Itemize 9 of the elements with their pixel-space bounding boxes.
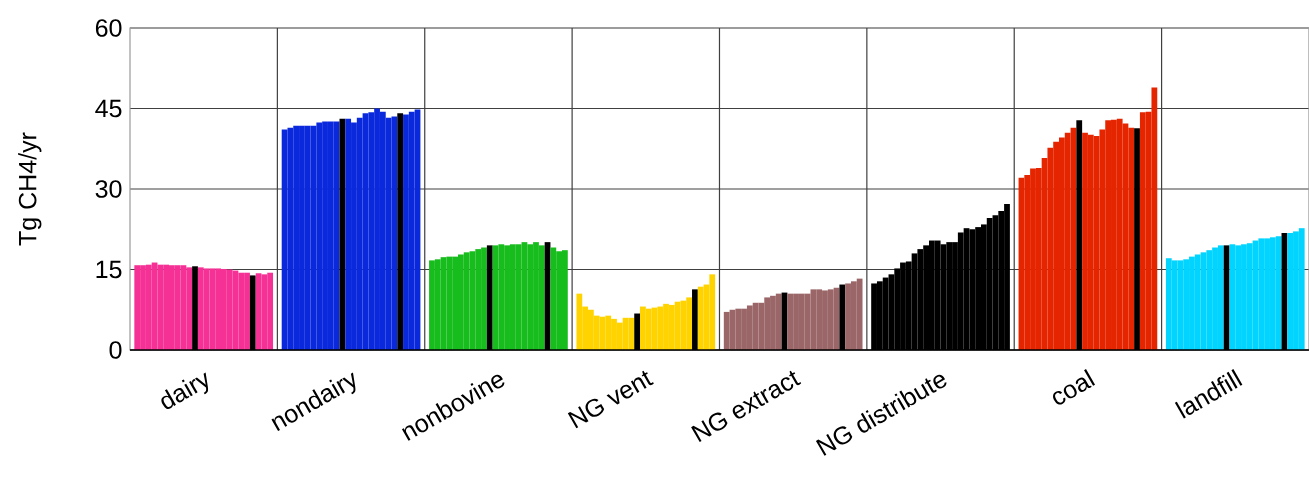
y-tick-label: 0: [109, 341, 122, 359]
y-tick-label: 45: [95, 99, 122, 118]
y-axis-title: Tg CH4/yr: [18, 132, 42, 246]
y-tick-label: 30: [95, 180, 122, 198]
x-tick-label: dairy: [161, 372, 209, 410]
y-tick-label: 60: [95, 19, 122, 37]
x-tick-label: coal: [1053, 369, 1096, 405]
y-tick-label: 15: [96, 260, 122, 279]
x-tick-label: NG vent: [567, 370, 654, 429]
